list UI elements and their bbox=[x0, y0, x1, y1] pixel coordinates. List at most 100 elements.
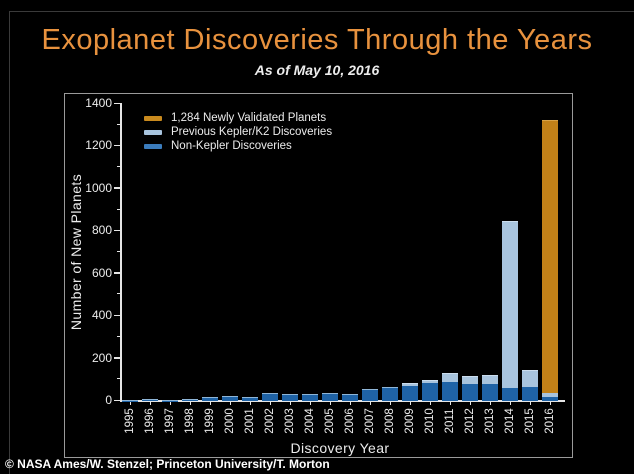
x-tick bbox=[269, 401, 271, 405]
y-minor-tick bbox=[117, 123, 120, 125]
y-tick-label: 0 bbox=[105, 393, 112, 407]
x-tick-label: 2006 bbox=[344, 408, 356, 434]
x-tick bbox=[349, 401, 351, 405]
legend-swatch-icon bbox=[144, 129, 162, 135]
y-tick-label: 200 bbox=[91, 350, 112, 365]
y-major-tick bbox=[114, 102, 120, 104]
x-tick-label: 1996 bbox=[144, 408, 156, 434]
bar-2004-series-0 bbox=[302, 393, 318, 401]
y-tick-label: 1200 bbox=[85, 138, 112, 153]
y-major-tick bbox=[114, 314, 120, 317]
y-minor-tick bbox=[117, 166, 120, 168]
x-tick-label: 1998 bbox=[184, 408, 196, 434]
y-major-tick bbox=[114, 187, 120, 189]
bar-2011-series-0 bbox=[442, 380, 458, 401]
x-tick bbox=[509, 401, 511, 405]
legend: 1,284 Newly Validated Planets Previous Ke… bbox=[144, 111, 332, 153]
x-tick-label: 2001 bbox=[244, 408, 256, 434]
y-minor-tick bbox=[117, 293, 120, 295]
bar-2014-series-0 bbox=[502, 387, 518, 401]
bar-2014-series-1 bbox=[502, 220, 518, 389]
bar-2015-series-0 bbox=[522, 386, 538, 401]
x-tick-label: 2012 bbox=[464, 408, 476, 434]
y-major-tick bbox=[114, 399, 120, 401]
x-tick bbox=[129, 401, 131, 405]
x-tick-label: 2009 bbox=[404, 408, 416, 434]
bar-2016-series-2 bbox=[542, 119, 558, 393]
y-minor-tick bbox=[117, 251, 120, 252]
credit-text: © NASA Ames/W. Stenzel; Princeton Univer… bbox=[5, 457, 330, 471]
x-tick bbox=[469, 401, 471, 405]
x-tick-label: 2005 bbox=[324, 408, 336, 434]
legend-label: Previous Kepler/K2 Discoveries bbox=[171, 126, 333, 138]
y-minor-tick bbox=[117, 335, 120, 337]
bar-2009-series-0 bbox=[402, 384, 418, 401]
y-minor-tick bbox=[117, 378, 120, 380]
y-tick-label: 600 bbox=[91, 265, 112, 280]
bar-2015-series-1 bbox=[522, 370, 538, 388]
bar-2011-series-1 bbox=[442, 373, 458, 382]
y-minor-tick bbox=[117, 208, 120, 210]
chart-title: Exoplanet Discoveries Through the Years bbox=[41, 24, 593, 56]
x-tick-label: 2016 bbox=[544, 408, 556, 434]
bar-2001-series-0 bbox=[242, 397, 258, 401]
x-tick bbox=[429, 401, 431, 405]
bar-2008-series-0 bbox=[382, 387, 398, 401]
x-tick bbox=[369, 401, 371, 405]
legend-swatch-icon bbox=[144, 143, 162, 149]
x-tick-label: 2002 bbox=[264, 408, 276, 434]
bar-2013-series-0 bbox=[482, 383, 498, 401]
chart-subtitle: As of May 10, 2016 bbox=[254, 62, 380, 78]
x-tick-label: 2000 bbox=[224, 408, 236, 434]
bar-2003-series-0 bbox=[282, 394, 298, 401]
y-axis-spine bbox=[120, 103, 122, 400]
x-axis-label: Discovery Year bbox=[290, 440, 390, 456]
x-tick bbox=[289, 401, 291, 405]
x-tick-label: 2011 bbox=[444, 408, 456, 434]
x-tick-label: 2013 bbox=[484, 408, 496, 434]
y-tick-label: 1000 bbox=[85, 180, 112, 195]
bar-2010-series-1 bbox=[422, 379, 438, 383]
y-tick-label: 1400 bbox=[85, 96, 112, 110]
y-tick-label: 400 bbox=[91, 308, 112, 323]
x-tick-label: 2015 bbox=[524, 408, 536, 434]
x-tick bbox=[249, 401, 251, 405]
x-tick bbox=[489, 401, 491, 405]
x-tick bbox=[229, 401, 231, 405]
y-major-tick bbox=[114, 229, 120, 232]
y-tick-label: 800 bbox=[91, 223, 112, 238]
bar-2010-series-0 bbox=[422, 381, 438, 401]
x-tick-label: 2014 bbox=[504, 408, 516, 434]
bar-2005-series-0 bbox=[322, 392, 338, 401]
bar-2012-series-1 bbox=[462, 375, 478, 385]
legend-item-1: Previous Kepler/K2 Discoveries bbox=[144, 125, 332, 139]
bar-1995-series-0 bbox=[122, 399, 138, 402]
bar-1996-series-0 bbox=[142, 398, 158, 401]
x-tick-label: 2003 bbox=[284, 408, 296, 434]
x-tick bbox=[529, 401, 531, 405]
x-tick bbox=[209, 401, 211, 405]
x-tick bbox=[169, 401, 171, 405]
x-tick bbox=[409, 401, 411, 405]
bar-2009-series-1 bbox=[402, 383, 418, 386]
x-tick bbox=[549, 401, 551, 405]
bar-2006-series-0 bbox=[342, 393, 358, 401]
x-tick bbox=[189, 401, 191, 405]
bar-2013-series-1 bbox=[482, 374, 498, 385]
x-tick-label: 2010 bbox=[424, 408, 436, 434]
bar-2012-series-0 bbox=[462, 383, 478, 401]
x-tick-label: 1995 bbox=[124, 408, 136, 434]
y-major-tick bbox=[114, 144, 120, 147]
x-tick-label: 2007 bbox=[364, 408, 376, 434]
bar-1999-series-0 bbox=[202, 397, 218, 401]
x-tick-label: 2004 bbox=[304, 408, 316, 434]
legend-swatch-icon bbox=[144, 115, 162, 121]
bar-2007-series-0 bbox=[362, 389, 378, 401]
x-tick bbox=[389, 401, 391, 405]
y-axis-label: Number of New Planets bbox=[68, 173, 84, 331]
legend-item-2: Non-Kepler Discoveries bbox=[144, 139, 332, 153]
x-tick bbox=[329, 401, 331, 405]
y-major-tick bbox=[114, 272, 120, 274]
legend-item-0: 1,284 Newly Validated Planets bbox=[144, 111, 332, 125]
